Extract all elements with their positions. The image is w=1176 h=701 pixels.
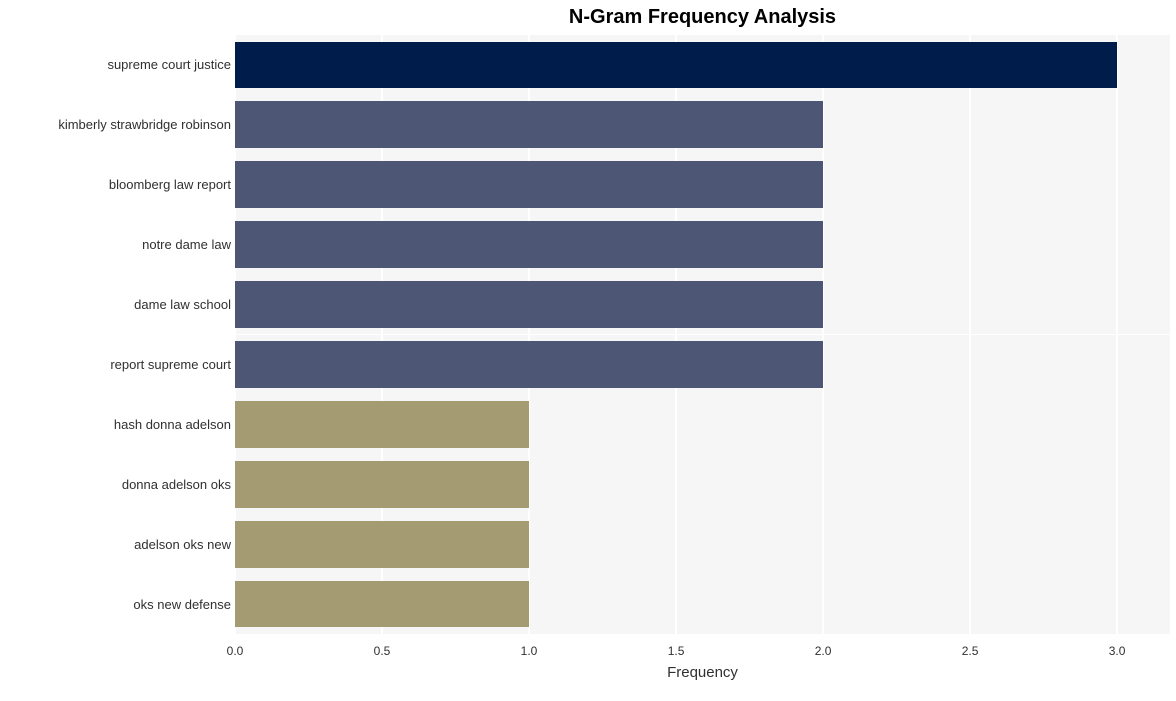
- x-axis-tick-label: 0.5: [374, 644, 391, 658]
- x-axis-tick-label: 1.0: [521, 644, 538, 658]
- y-axis-category: oks new defense: [133, 597, 231, 612]
- y-axis-category: kimberly strawbridge robinson: [58, 117, 231, 132]
- chart-container: supreme court justice kimberly strawbridg…: [0, 0, 1176, 701]
- bar: [235, 281, 823, 328]
- bar: [235, 101, 823, 148]
- bar: [235, 341, 823, 388]
- gridline: [1116, 35, 1118, 634]
- y-axis-category: dame law school: [134, 297, 231, 312]
- y-axis-category: bloomberg law report: [109, 177, 231, 192]
- bar: [235, 221, 823, 268]
- x-axis-tick-label: 2.5: [962, 644, 979, 658]
- plot-area: [235, 35, 1170, 634]
- bar: [235, 581, 529, 628]
- gridline: [969, 35, 971, 634]
- x-axis-tick-label: 0.0: [227, 644, 244, 658]
- bar: [235, 521, 529, 568]
- x-axis-tick-label: 2.0: [815, 644, 832, 658]
- bar: [235, 401, 529, 448]
- bar: [235, 161, 823, 208]
- x-axis-tick-label: 3.0: [1109, 644, 1126, 658]
- bar: [235, 42, 1117, 89]
- bar: [235, 461, 529, 508]
- y-axis-category: hash donna adelson: [114, 417, 231, 432]
- y-axis-category: notre dame law: [142, 237, 231, 252]
- y-axis-category: adelson oks new: [134, 537, 231, 552]
- x-axis-label: Frequency: [667, 664, 738, 681]
- y-axis-category: supreme court justice: [107, 57, 231, 72]
- y-axis-category: report supreme court: [110, 357, 231, 372]
- x-axis-tick-label: 1.5: [668, 644, 685, 658]
- y-axis-category: donna adelson oks: [122, 477, 231, 492]
